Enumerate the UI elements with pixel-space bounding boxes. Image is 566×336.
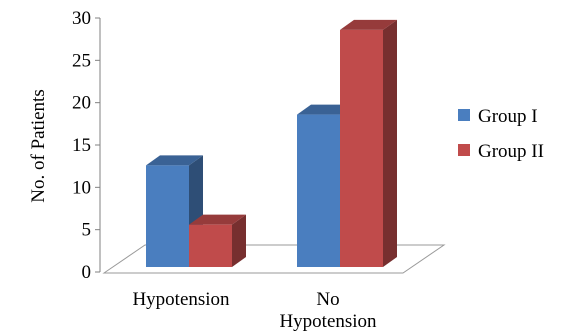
y-tick-label: 10 <box>72 177 91 198</box>
legend-swatch <box>458 109 470 121</box>
legend-swatch <box>458 144 470 156</box>
y-axis-title: No. of Patients <box>28 89 49 202</box>
legend-label: Group I <box>478 106 538 127</box>
bar-side-face <box>383 19 397 267</box>
bar-front-face <box>297 114 340 267</box>
bar-top-face <box>189 214 246 225</box>
bar-group-ii <box>340 19 397 267</box>
y-tick-label: 20 <box>72 93 91 114</box>
bar-side-face <box>232 214 246 267</box>
x-category-label: Hypotension <box>279 311 377 332</box>
y-tick-label: 5 <box>82 220 92 241</box>
bars <box>146 19 397 267</box>
bar-front-face <box>189 224 232 267</box>
y-tick-label: 25 <box>72 50 91 71</box>
bar-top-face <box>340 19 397 30</box>
chart-floor <box>102 244 446 274</box>
y-tick-label: 30 <box>72 8 91 29</box>
bar-top-face <box>146 155 203 166</box>
bar-front-face <box>146 165 189 267</box>
y-tick-label: 0 <box>82 262 92 283</box>
x-category-label: Hypotension <box>132 289 230 310</box>
x-category-label: No <box>316 289 339 310</box>
legend-label: Group II <box>478 141 544 162</box>
legend: Group I Group II <box>458 106 544 162</box>
bar-top-face <box>297 104 354 115</box>
floor-outline <box>102 244 446 274</box>
bar-group-ii <box>189 214 246 267</box>
y-tick-label: 15 <box>72 135 91 156</box>
y-axis: 0 5 10 15 20 25 30 <box>72 8 101 283</box>
bar-front-face <box>340 29 383 267</box>
